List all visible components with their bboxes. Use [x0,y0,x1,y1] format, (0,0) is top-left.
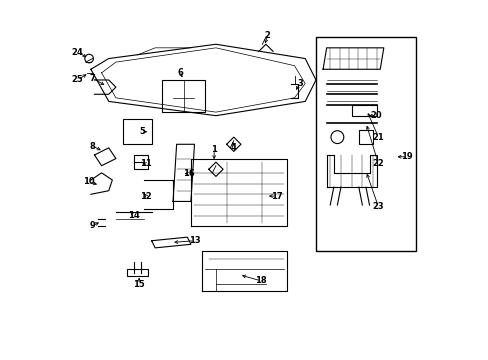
Text: 19: 19 [400,152,412,161]
Bar [358,130,372,144]
Text: 25: 25 [71,76,83,85]
Text: 15: 15 [133,280,145,289]
Text: 24: 24 [71,48,83,57]
Text: 14: 14 [128,211,140,220]
Text: 12: 12 [140,192,152,201]
Text: 6: 6 [177,68,183,77]
Text: 4: 4 [230,143,236,152]
Text: 18: 18 [254,276,266,285]
Text: 20: 20 [370,111,382,120]
Text: 5: 5 [140,127,145,136]
Text: 7: 7 [90,74,95,83]
Text: 8: 8 [90,141,95,150]
Bar [123,119,151,144]
Bar [315,37,415,251]
Text: 13: 13 [188,236,200,245]
Text: 11: 11 [140,159,152,168]
Text: 21: 21 [372,132,384,141]
Text: 3: 3 [296,79,302,88]
Text: 1: 1 [211,145,217,154]
Bar [351,105,376,116]
Text: 22: 22 [372,159,384,168]
Bar [134,155,148,169]
Bar [126,269,148,276]
Text: 17: 17 [270,192,282,201]
Text: 10: 10 [83,177,95,186]
Text: 23: 23 [372,202,384,211]
Bar [162,80,205,112]
Text: 9: 9 [90,221,95,230]
Text: 2: 2 [264,31,270,40]
Text: 16: 16 [183,169,195,178]
